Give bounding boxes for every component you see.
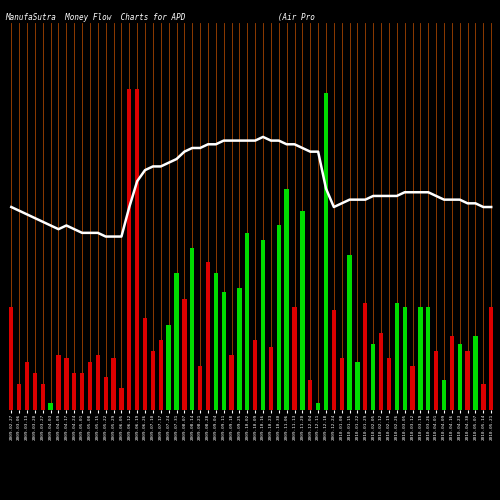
- Bar: [481, 384, 486, 410]
- Bar: [9, 306, 14, 410]
- Bar: [32, 373, 37, 410]
- Bar: [230, 354, 234, 410]
- Bar: [96, 354, 100, 410]
- Bar: [300, 210, 304, 410]
- Bar: [112, 358, 116, 410]
- Bar: [410, 366, 414, 410]
- Bar: [198, 366, 202, 410]
- Bar: [120, 388, 124, 410]
- Bar: [166, 325, 171, 410]
- Bar: [387, 358, 391, 410]
- Bar: [245, 233, 250, 410]
- Bar: [253, 340, 258, 410]
- Bar: [88, 362, 92, 410]
- Bar: [40, 384, 45, 410]
- Bar: [25, 362, 29, 410]
- Bar: [458, 344, 462, 410]
- Bar: [348, 255, 352, 410]
- Bar: [80, 373, 84, 410]
- Bar: [261, 240, 265, 410]
- Bar: [426, 306, 430, 410]
- Text: ManufaSutra  Money Flow  Charts for APD                    (Air Pro             : ManufaSutra Money Flow Charts for APD (A…: [5, 12, 500, 22]
- Bar: [214, 274, 218, 410]
- Bar: [104, 377, 108, 410]
- Bar: [238, 288, 242, 410]
- Bar: [143, 318, 147, 410]
- Bar: [363, 303, 368, 410]
- Bar: [174, 274, 178, 410]
- Bar: [72, 373, 76, 410]
- Bar: [332, 310, 336, 410]
- Bar: [269, 348, 273, 410]
- Bar: [466, 351, 470, 410]
- Bar: [17, 384, 21, 410]
- Bar: [158, 340, 163, 410]
- Bar: [371, 344, 376, 410]
- Bar: [190, 248, 194, 410]
- Bar: [356, 362, 360, 410]
- Bar: [56, 354, 60, 410]
- Bar: [222, 292, 226, 410]
- Bar: [418, 306, 422, 410]
- Bar: [308, 380, 312, 410]
- Bar: [324, 92, 328, 410]
- Bar: [474, 336, 478, 410]
- Bar: [450, 336, 454, 410]
- Bar: [340, 358, 344, 410]
- Bar: [379, 332, 383, 410]
- Bar: [434, 351, 438, 410]
- Bar: [284, 188, 289, 410]
- Bar: [206, 262, 210, 410]
- Bar: [316, 402, 320, 410]
- Bar: [150, 351, 155, 410]
- Bar: [442, 380, 446, 410]
- Bar: [292, 306, 296, 410]
- Bar: [276, 226, 281, 410]
- Bar: [127, 89, 132, 410]
- Bar: [64, 358, 68, 410]
- Bar: [394, 303, 399, 410]
- Bar: [135, 89, 140, 410]
- Bar: [402, 306, 407, 410]
- Bar: [489, 306, 494, 410]
- Bar: [48, 402, 53, 410]
- Bar: [182, 300, 186, 410]
